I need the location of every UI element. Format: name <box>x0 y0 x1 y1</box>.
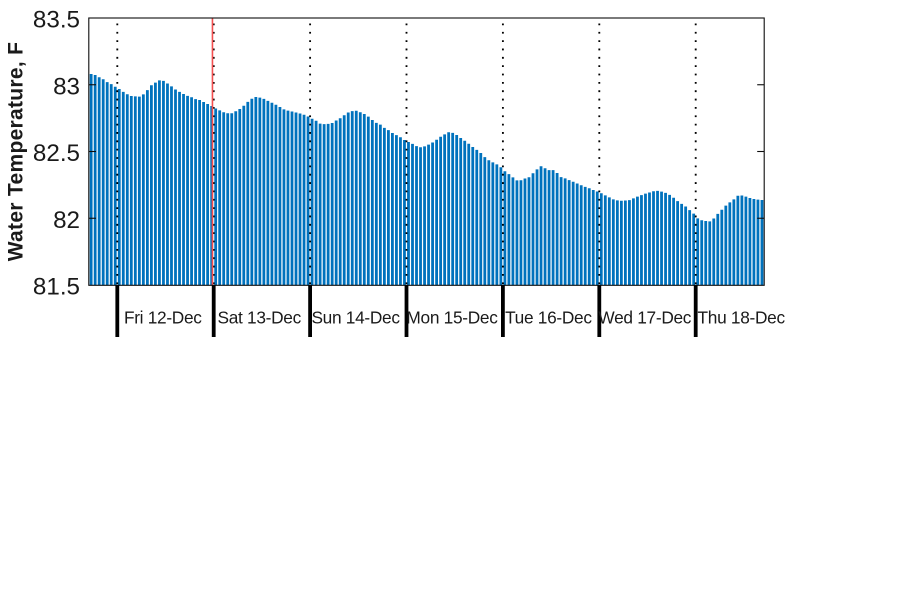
svg-text:81.5: 81.5 <box>33 274 80 301</box>
svg-text:Mon 15-Dec: Mon 15-Dec <box>406 308 498 328</box>
svg-text:83.5: 83.5 <box>33 7 80 34</box>
svg-text:Water Temperature, F: Water Temperature, F <box>4 42 27 262</box>
svg-text:Fri 12-Dec: Fri 12-Dec <box>124 308 202 328</box>
svg-text:Thu 18-Dec: Thu 18-Dec <box>698 308 786 328</box>
svg-text:82.5: 82.5 <box>33 140 80 167</box>
svg-text:Wed 17-Dec: Wed 17-Dec <box>598 308 691 328</box>
svg-text:Sun 14-Dec: Sun 14-Dec <box>311 308 400 328</box>
svg-text:83: 83 <box>53 73 80 100</box>
svg-text:Sat 13-Dec: Sat 13-Dec <box>217 308 301 328</box>
svg-text:Tue 16-Dec: Tue 16-Dec <box>505 308 592 328</box>
svg-text:82: 82 <box>53 207 80 234</box>
